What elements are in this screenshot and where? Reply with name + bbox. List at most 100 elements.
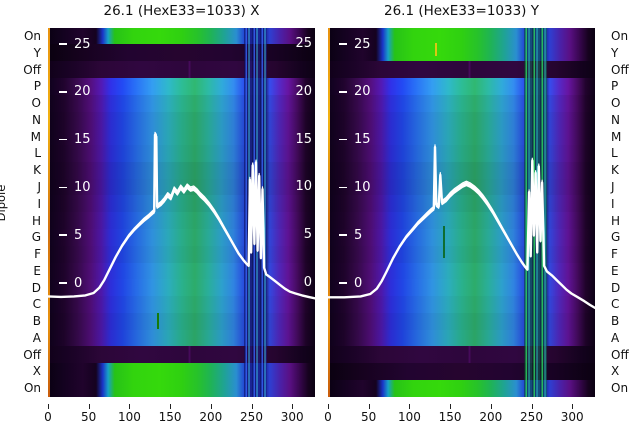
row-label: On bbox=[611, 381, 629, 396]
x-tick-mark bbox=[531, 404, 533, 409]
data-line-trace bbox=[328, 145, 595, 309]
y-tick-label: 25 bbox=[339, 36, 371, 52]
y-tick-mark bbox=[59, 91, 67, 93]
x-tick-mark bbox=[88, 404, 90, 409]
row-label: Off bbox=[23, 62, 41, 77]
y-tick-mark bbox=[59, 282, 67, 284]
row-label: H bbox=[31, 213, 41, 228]
row-label: On bbox=[611, 29, 629, 43]
row-label: Y bbox=[611, 45, 619, 60]
y-tick-mark bbox=[339, 282, 347, 284]
row-label: K bbox=[33, 163, 41, 178]
y-tick-value-right: 20 bbox=[295, 83, 312, 99]
row-label: X bbox=[32, 364, 41, 379]
x-tick-mark bbox=[170, 404, 172, 409]
y-tick-label: 0 bbox=[339, 275, 362, 291]
y-tick-label: 25 bbox=[59, 36, 91, 52]
panel-x-title: 26.1 (HexE33=1033) X bbox=[103, 3, 260, 19]
x-tick-mark bbox=[210, 404, 212, 409]
row-label: A bbox=[611, 330, 620, 345]
y-tick-label: 20 bbox=[59, 84, 91, 100]
edge-marker-strip bbox=[48, 28, 50, 397]
x-tick-label: 0 bbox=[44, 410, 52, 424]
row-label: N bbox=[32, 112, 41, 127]
row-label: E bbox=[33, 263, 41, 278]
y-tick-value: 10 bbox=[354, 179, 371, 195]
data-line-trace bbox=[48, 133, 315, 299]
row-label: N bbox=[611, 112, 620, 127]
heatmap-panel-x: 25 25 20 20 15 15 10 10 5 5 0 0 bbox=[48, 28, 315, 397]
x-tick-label: 150 bbox=[158, 410, 182, 424]
x-tick-mark bbox=[48, 404, 49, 409]
y-tick-mark bbox=[339, 91, 347, 93]
data-line-trace bbox=[328, 144, 595, 309]
row-label: C bbox=[611, 297, 620, 312]
x-tick-mark bbox=[292, 404, 294, 409]
row-label: B bbox=[32, 314, 41, 329]
y-tick-label: 0 bbox=[59, 275, 82, 291]
x-tick-mark bbox=[328, 404, 329, 409]
x-tick-mark bbox=[251, 404, 253, 409]
y-tick-value: 5 bbox=[354, 227, 363, 243]
row-label: E bbox=[611, 263, 619, 278]
row-labels-right: On Y Off P O N M L K J I H G F E D C B A Off X On bbox=[603, 0, 640, 440]
x-tick-mark bbox=[129, 404, 131, 409]
y-tick-value: 20 bbox=[74, 84, 91, 100]
row-label: F bbox=[611, 247, 618, 262]
row-label: B bbox=[611, 314, 620, 329]
x-tick-label: 200 bbox=[199, 410, 223, 424]
x-tick-label: 100 bbox=[397, 410, 421, 424]
y-tick-label: 20 bbox=[339, 84, 371, 100]
x-tick-label: 250 bbox=[520, 410, 543, 424]
row-label: Off bbox=[611, 347, 629, 362]
y-tick-value: 0 bbox=[354, 275, 363, 291]
overlay-curve bbox=[328, 144, 595, 310]
x-tick-label: 300 bbox=[560, 410, 584, 424]
data-line-trace bbox=[48, 133, 315, 300]
panel-y-title: 26.1 (HexE33=1033) Y bbox=[383, 3, 539, 19]
row-label: L bbox=[34, 146, 41, 161]
yellow-dash-mark bbox=[434, 43, 437, 56]
y-tick-value-right: 5 bbox=[303, 227, 312, 243]
row-label: M bbox=[30, 129, 41, 144]
x-tick-label: 300 bbox=[280, 410, 304, 424]
row-label: P bbox=[611, 79, 619, 94]
y-tick-value-right: 15 bbox=[295, 131, 312, 147]
data-line-trace bbox=[48, 135, 315, 299]
data-line-trace bbox=[328, 145, 595, 310]
y-tick-label: 10 bbox=[339, 179, 371, 195]
y-tick-value-right: 25 bbox=[295, 36, 312, 51]
data-line-trace bbox=[48, 136, 315, 299]
x-axis-panel-x: 0 50 100 150 200 250 300 bbox=[44, 397, 315, 429]
y-tick-value: 10 bbox=[74, 179, 91, 195]
y-tick-value-right: 0 bbox=[303, 275, 312, 290]
x-tick-mark bbox=[490, 404, 492, 409]
y-tick-value-right: 10 bbox=[295, 179, 312, 195]
row-labels-left: On Y Off P O N M L K J I H G F E D C B A Off X On bbox=[0, 0, 41, 440]
row-label: F bbox=[34, 247, 41, 262]
x-tick-label: 250 bbox=[240, 410, 263, 424]
y-tick-mark bbox=[339, 43, 347, 45]
x-tick-mark bbox=[450, 404, 452, 409]
overlay-curve bbox=[48, 131, 315, 300]
y-tick-label: 15 bbox=[59, 132, 91, 148]
row-label: C bbox=[32, 297, 41, 312]
row-label: J bbox=[611, 179, 615, 194]
row-label: G bbox=[611, 230, 621, 245]
row-label: O bbox=[611, 96, 621, 111]
row-label: M bbox=[611, 129, 622, 144]
row-label: D bbox=[31, 280, 41, 295]
edge-marker-strip bbox=[328, 28, 330, 397]
row-label: D bbox=[611, 280, 621, 295]
data-line-trace bbox=[48, 131, 315, 299]
y-tick-label: 15 bbox=[339, 132, 371, 148]
data-line-trace bbox=[328, 147, 595, 309]
y-tick-mark bbox=[59, 138, 67, 141]
y-tick-mark bbox=[339, 186, 347, 189]
row-label: Y bbox=[33, 45, 41, 60]
x-axis-panel-y: 0 50 100 150 200 250 300 bbox=[324, 397, 595, 429]
row-label: Off bbox=[23, 347, 41, 362]
y-tick-value: 25 bbox=[74, 36, 91, 52]
y-tick-mark bbox=[59, 43, 67, 45]
